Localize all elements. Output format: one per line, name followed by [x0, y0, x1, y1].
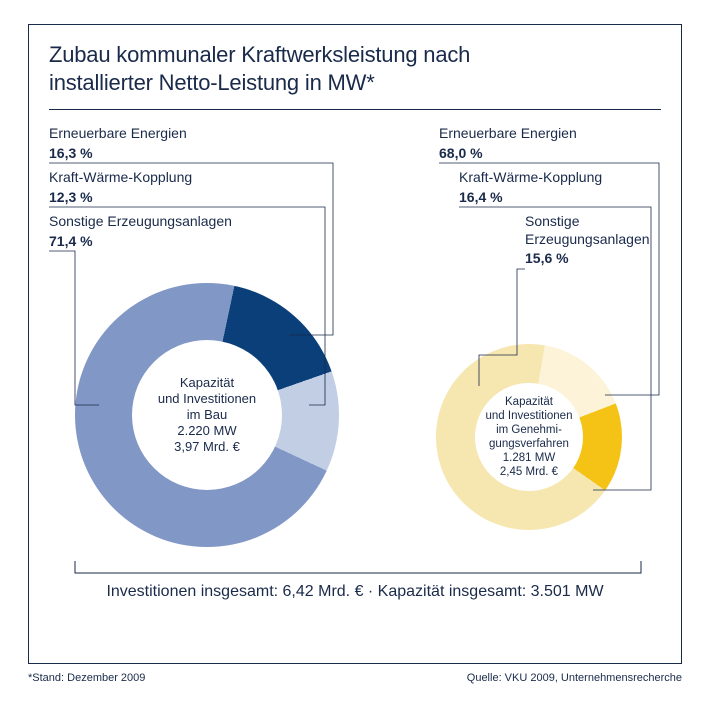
totals-text: Investitionen insgesamt: 6,42 Mrd. € · K…: [29, 583, 681, 601]
totals-bracket: [29, 25, 683, 665]
footnote-left: *Stand: Dezember 2009: [28, 672, 145, 684]
chart-card: Zubau kommunaler Kraftwerksleistung nach…: [28, 24, 682, 664]
footnote-right: Quelle: VKU 2009, Unternehmensrecherche: [467, 672, 682, 684]
